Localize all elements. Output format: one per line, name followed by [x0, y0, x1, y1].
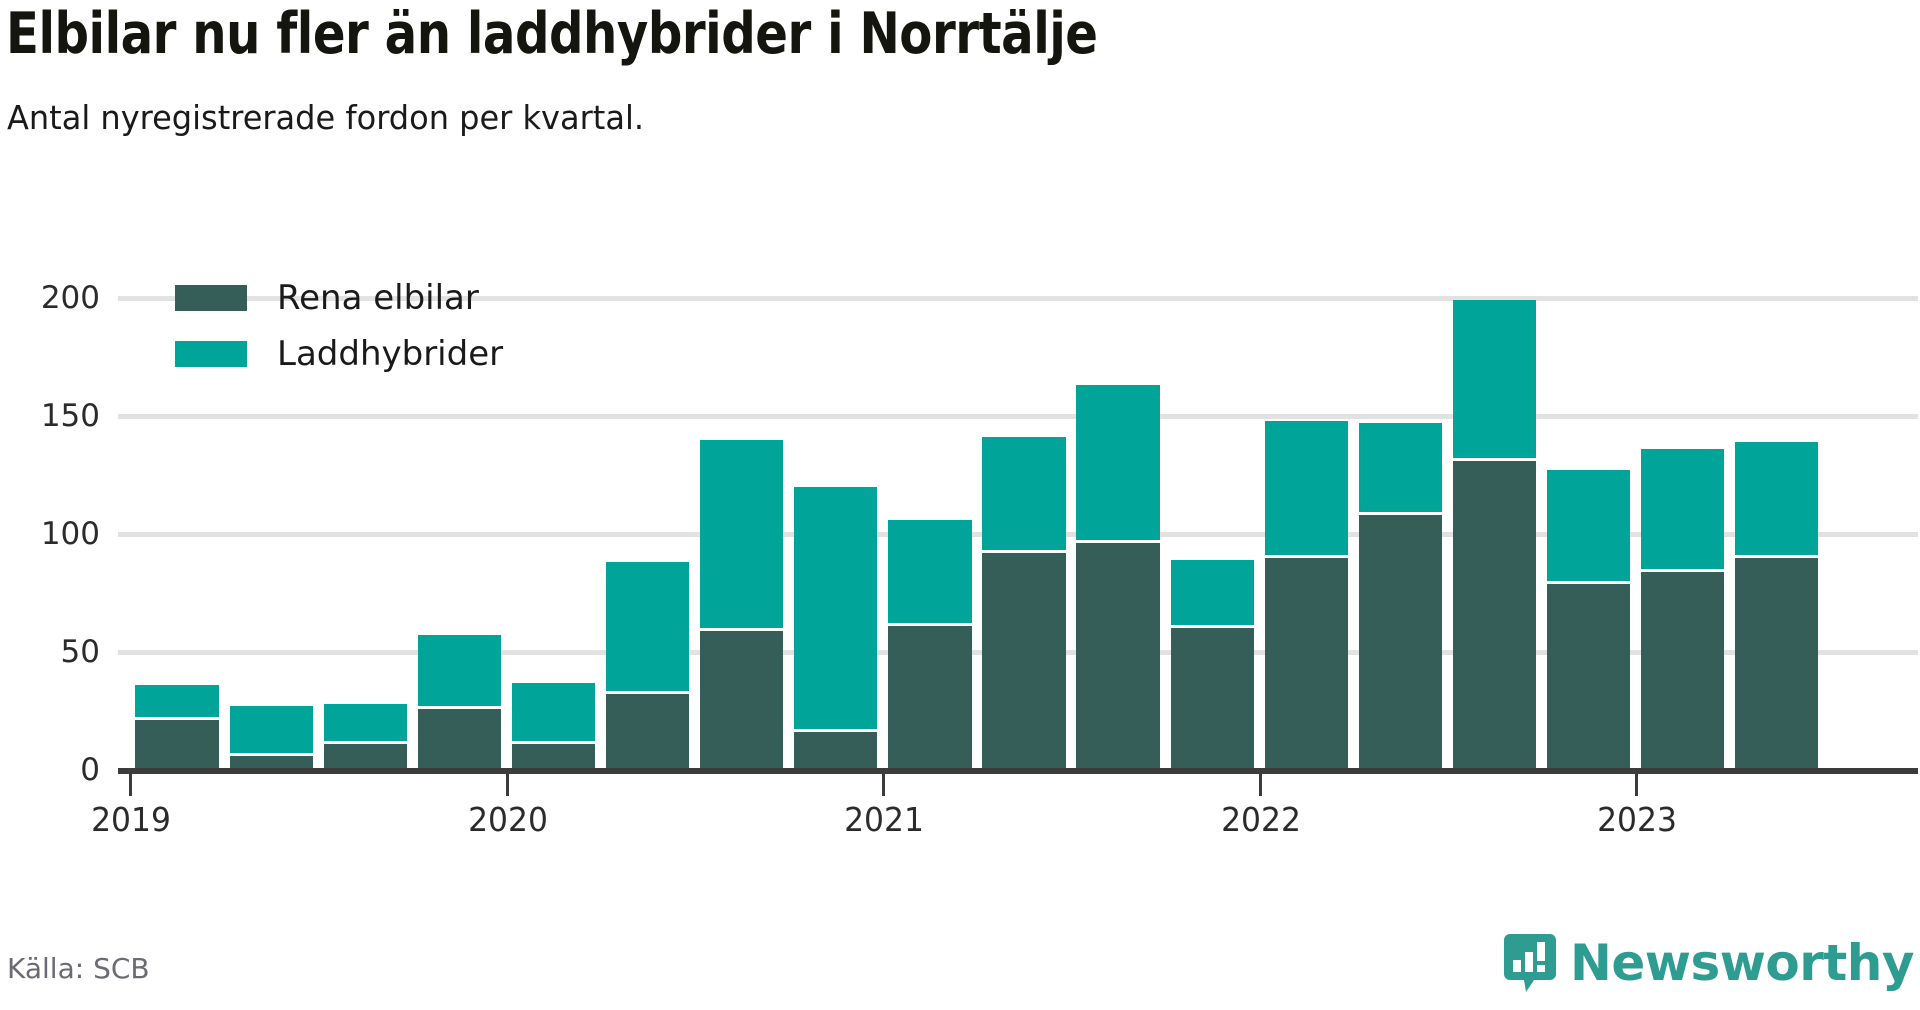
- x-axis-tick-mark: [505, 774, 509, 796]
- bar-segment-rena-elbilar[interactable]: [417, 708, 501, 770]
- legend: Rena elbilar Laddhybrider: [175, 270, 503, 382]
- bar-segment-laddhybrider[interactable]: [229, 706, 313, 753]
- x-axis-tick-mark: [882, 774, 886, 796]
- x-axis-tick-label: 2022: [1220, 800, 1301, 839]
- bar-segment-rena-elbilar[interactable]: [511, 744, 596, 770]
- source-note: Källa: SCB: [7, 952, 150, 985]
- gridline: [118, 414, 1918, 419]
- gridline: [118, 296, 1918, 301]
- bar-segment-laddhybrider[interactable]: [417, 635, 501, 706]
- bar-segment-rena-elbilar[interactable]: [229, 755, 313, 770]
- bar-stack[interactable]: [417, 635, 501, 770]
- y-axis-tick-label: 0: [80, 752, 100, 788]
- x-axis-tick-label: 2020: [467, 800, 548, 839]
- bar-stack[interactable]: [1641, 449, 1725, 770]
- bar-segment-rena-elbilar[interactable]: [1452, 460, 1537, 770]
- bar-segment-rena-elbilar[interactable]: [1264, 557, 1348, 770]
- bar-stack[interactable]: [1264, 420, 1348, 770]
- bar-segment-laddhybrider[interactable]: [794, 486, 878, 730]
- bar-segment-laddhybrider[interactable]: [135, 685, 219, 718]
- bar-segment-laddhybrider[interactable]: [700, 439, 784, 628]
- y-axis-tick-label: 200: [40, 280, 100, 316]
- legend-swatch: [175, 341, 247, 367]
- bar-stack[interactable]: [1546, 470, 1631, 770]
- x-axis-line: [118, 768, 1918, 774]
- bar-segment-laddhybrider[interactable]: [982, 437, 1066, 550]
- x-axis-tick-label: 2021: [844, 800, 925, 839]
- bar-stack[interactable]: [605, 562, 690, 770]
- bar-segment-rena-elbilar[interactable]: [323, 744, 407, 770]
- bar-segment-laddhybrider[interactable]: [1452, 300, 1537, 458]
- bar-stack[interactable]: [700, 439, 784, 770]
- x-axis-tick-label: 2023: [1597, 800, 1677, 839]
- chart-subtitle: Antal nyregistrerade fordon per kvartal.: [7, 98, 645, 137]
- bar-stack[interactable]: [1170, 559, 1254, 770]
- legend-item-rena-elbilar[interactable]: Rena elbilar: [175, 270, 503, 326]
- y-axis-tick-label: 100: [40, 516, 100, 552]
- bar-segment-laddhybrider[interactable]: [1076, 385, 1160, 541]
- bar-stack[interactable]: [135, 685, 219, 770]
- bar-segment-laddhybrider[interactable]: [1641, 449, 1725, 569]
- bar-segment-rena-elbilar[interactable]: [605, 694, 690, 770]
- legend-label: Laddhybrider: [277, 334, 504, 374]
- bar-segment-rena-elbilar[interactable]: [700, 630, 784, 770]
- legend-label: Rena elbilar: [277, 278, 479, 318]
- bar-segment-rena-elbilar[interactable]: [1358, 515, 1443, 770]
- bar-segment-laddhybrider[interactable]: [888, 519, 972, 624]
- bar-segment-laddhybrider[interactable]: [323, 703, 407, 742]
- bar-segment-laddhybrider[interactable]: [1735, 441, 1819, 555]
- bar-segment-laddhybrider[interactable]: [1358, 423, 1443, 513]
- bar-segment-laddhybrider[interactable]: [511, 682, 596, 742]
- bar-stack[interactable]: [1735, 441, 1819, 770]
- bar-stack[interactable]: [888, 519, 972, 770]
- bar-segment-laddhybrider[interactable]: [1170, 559, 1254, 626]
- bar-stack[interactable]: [982, 437, 1066, 770]
- x-axis-tick-mark: [1635, 774, 1639, 796]
- bar-stack[interactable]: [511, 682, 596, 770]
- bar-stack[interactable]: [1076, 385, 1160, 770]
- bar-stack[interactable]: [1452, 300, 1537, 770]
- y-axis-tick-label: 50: [60, 634, 100, 670]
- bar-segment-rena-elbilar[interactable]: [794, 732, 878, 770]
- bar-segment-rena-elbilar[interactable]: [982, 552, 1066, 770]
- y-axis-tick-label: 150: [40, 398, 100, 434]
- bar-stack[interactable]: [323, 703, 407, 770]
- x-axis-tick-mark: [1258, 774, 1262, 796]
- bar-stack[interactable]: [794, 486, 878, 770]
- bar-stack[interactable]: [229, 706, 313, 770]
- page-title: Elbilar nu fler än laddhybrider i Norrtä…: [6, 1, 1098, 67]
- bar-stack[interactable]: [1358, 423, 1443, 770]
- bar-segment-rena-elbilar[interactable]: [1641, 571, 1725, 770]
- newsworthy-logo: Newsworthy: [1504, 932, 1915, 994]
- x-axis-tick-label: 2019: [91, 800, 172, 839]
- bar-segment-laddhybrider[interactable]: [605, 562, 690, 692]
- bar-chart-speech-bubble-icon: [1504, 934, 1556, 992]
- bar-segment-rena-elbilar[interactable]: [1170, 628, 1254, 770]
- bar-segment-rena-elbilar[interactable]: [1076, 543, 1160, 770]
- bar-segment-rena-elbilar[interactable]: [1735, 557, 1819, 770]
- legend-item-laddhybrider[interactable]: Laddhybrider: [175, 326, 503, 382]
- bar-segment-laddhybrider[interactable]: [1264, 420, 1348, 555]
- bar-segment-laddhybrider[interactable]: [1546, 470, 1631, 581]
- legend-swatch: [175, 285, 247, 311]
- bar-segment-rena-elbilar[interactable]: [1546, 583, 1631, 770]
- newsworthy-wordmark: Newsworthy: [1570, 934, 1915, 992]
- x-axis-tick-mark: [129, 774, 133, 796]
- bar-segment-rena-elbilar[interactable]: [888, 626, 972, 770]
- bar-segment-rena-elbilar[interactable]: [135, 720, 219, 770]
